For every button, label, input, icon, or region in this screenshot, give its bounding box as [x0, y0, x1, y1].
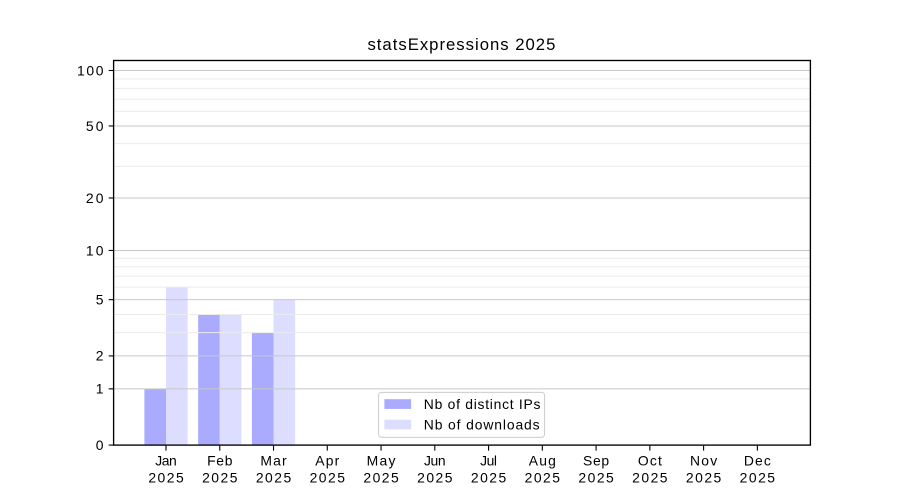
svg-text:2025: 2025 [310, 469, 346, 485]
svg-text:5: 5 [96, 291, 104, 307]
svg-text:Oct: Oct [638, 453, 662, 469]
svg-text:Feb: Feb [207, 453, 233, 469]
svg-text:May: May [367, 453, 396, 469]
svg-text:Sep: Sep [583, 453, 609, 469]
svg-text:1: 1 [96, 381, 104, 397]
svg-text:20: 20 [86, 190, 104, 206]
svg-text:2025: 2025 [632, 469, 668, 485]
svg-text:2: 2 [96, 348, 104, 364]
svg-text:2025: 2025 [363, 469, 399, 485]
svg-text:Dec: Dec [744, 453, 771, 469]
svg-text:Mar: Mar [260, 453, 287, 469]
svg-text:2025: 2025 [740, 469, 776, 485]
svg-text:2025: 2025 [686, 469, 722, 485]
svg-text:100: 100 [77, 62, 104, 78]
svg-text:Nb of downloads: Nb of downloads [424, 416, 540, 432]
svg-text:Apr: Apr [315, 453, 339, 469]
svg-text:statsExpressions 2025: statsExpressions 2025 [367, 35, 555, 54]
svg-text:Nov: Nov [690, 453, 717, 469]
svg-text:2025: 2025 [578, 469, 614, 485]
svg-text:2025: 2025 [471, 469, 507, 485]
svg-text:Nb of distinct IPs: Nb of distinct IPs [424, 396, 541, 412]
svg-text:Jun: Jun [424, 453, 446, 469]
svg-text:10: 10 [86, 242, 104, 258]
svg-text:Jul: Jul [480, 453, 497, 469]
svg-text:2025: 2025 [256, 469, 292, 485]
svg-text:50: 50 [86, 118, 104, 134]
svg-text:Jan: Jan [155, 453, 176, 469]
svg-text:2025: 2025 [148, 469, 184, 485]
svg-text:0: 0 [96, 437, 104, 453]
svg-text:2025: 2025 [525, 469, 561, 485]
svg-text:Aug: Aug [529, 453, 556, 469]
svg-text:2025: 2025 [202, 469, 238, 485]
svg-text:2025: 2025 [417, 469, 453, 485]
